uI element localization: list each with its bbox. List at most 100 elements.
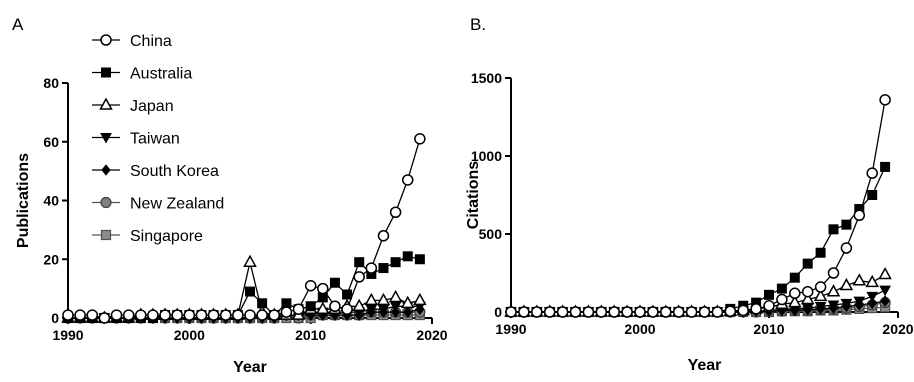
data-point <box>414 254 425 265</box>
data-point <box>801 285 814 298</box>
data-point <box>147 309 159 321</box>
data-point <box>244 309 256 321</box>
data-point <box>764 289 774 300</box>
data-point <box>879 94 891 106</box>
data-point <box>827 300 840 312</box>
data-point <box>245 286 255 297</box>
data-point <box>207 309 220 321</box>
legend-marker <box>101 164 111 176</box>
data-point <box>86 309 99 321</box>
data-point <box>402 251 413 262</box>
y-tick-label: 500 <box>479 226 503 242</box>
y-axis-title: Citations <box>465 161 482 230</box>
data-point <box>814 302 827 313</box>
data-point <box>711 306 724 318</box>
legend-item-south-korea: South Korea <box>92 163 219 180</box>
data-point <box>879 285 891 297</box>
data-point <box>815 247 826 258</box>
legend-label: New Zealand <box>130 196 224 213</box>
data-point <box>414 133 426 145</box>
data-point <box>827 267 840 279</box>
x-tick-label: 2000 <box>624 321 655 337</box>
data-point <box>867 190 878 200</box>
data-point <box>505 306 517 318</box>
data-point <box>660 306 672 318</box>
panel-label: B. <box>470 15 486 34</box>
data-point <box>341 303 353 315</box>
series-china <box>62 133 426 324</box>
legend-marker <box>101 67 111 78</box>
data-point <box>256 309 268 321</box>
legend-item-australia: Australia <box>92 66 192 83</box>
legend-marker <box>100 34 112 46</box>
legend-label: China <box>130 33 172 50</box>
series-china <box>505 94 891 318</box>
data-point <box>329 277 340 288</box>
data-point <box>304 279 317 292</box>
y-tick-label: 0 <box>494 304 502 320</box>
data-point <box>219 309 232 321</box>
data-point <box>672 306 685 318</box>
data-point <box>316 301 330 314</box>
data-point <box>365 304 378 316</box>
data-point <box>556 306 569 318</box>
data-point <box>171 309 183 321</box>
data-point <box>878 267 892 280</box>
legend-label: South Korea <box>130 163 219 180</box>
legend-item-japan: Japan <box>92 97 174 115</box>
data-point <box>401 174 414 186</box>
data-point <box>737 304 749 317</box>
data-point <box>74 309 86 321</box>
data-point <box>364 292 379 306</box>
legend-label: Taiwan <box>130 131 180 148</box>
data-point <box>789 272 800 283</box>
data-point <box>376 292 391 306</box>
data-point <box>389 301 402 313</box>
data-point <box>647 306 659 318</box>
data-point <box>634 306 646 318</box>
data-point <box>841 219 852 230</box>
data-point <box>814 281 827 293</box>
x-tick-label: 2010 <box>753 321 784 337</box>
legend-item-taiwan: Taiwan <box>92 131 180 148</box>
data-point <box>839 277 854 291</box>
data-point <box>813 288 828 302</box>
y-tick-label: 1000 <box>471 148 502 164</box>
data-point <box>866 167 878 179</box>
data-point <box>840 242 853 254</box>
chart-a: A 0 20 40 60 80 1990 2000 2010 2020 Year Publicatio… <box>12 15 448 376</box>
y-axis-title: Publications <box>15 153 32 248</box>
data-point <box>389 206 402 218</box>
data-point <box>98 312 111 324</box>
series-line <box>511 166 886 313</box>
data-point <box>257 298 268 309</box>
data-point <box>195 309 208 321</box>
data-point <box>413 292 427 306</box>
legend-item-singapore: Singapore <box>92 228 203 245</box>
data-point <box>788 295 802 308</box>
legend-item-new-zealand: New Zealand <box>92 196 224 213</box>
x-axis-title: Year <box>233 359 267 376</box>
data-point <box>865 274 879 288</box>
data-point <box>377 230 390 242</box>
data-point <box>280 306 293 318</box>
legend-label: Japan <box>130 98 174 115</box>
data-point <box>840 298 853 310</box>
data-point <box>621 306 633 318</box>
x-tick-label: 2020 <box>882 321 913 337</box>
data-point <box>390 257 401 268</box>
data-point <box>365 262 378 274</box>
data-point <box>353 271 365 283</box>
series-line <box>511 99 886 313</box>
data-point <box>569 306 582 318</box>
data-point <box>531 306 543 318</box>
legend-label: Singapore <box>130 228 203 245</box>
data-point <box>518 306 530 318</box>
data-point <box>800 291 815 305</box>
data-point <box>595 306 608 318</box>
legend-marker <box>100 229 112 241</box>
data-point <box>268 309 281 321</box>
data-point <box>354 257 365 268</box>
y-tick-label: 80 <box>43 75 59 91</box>
